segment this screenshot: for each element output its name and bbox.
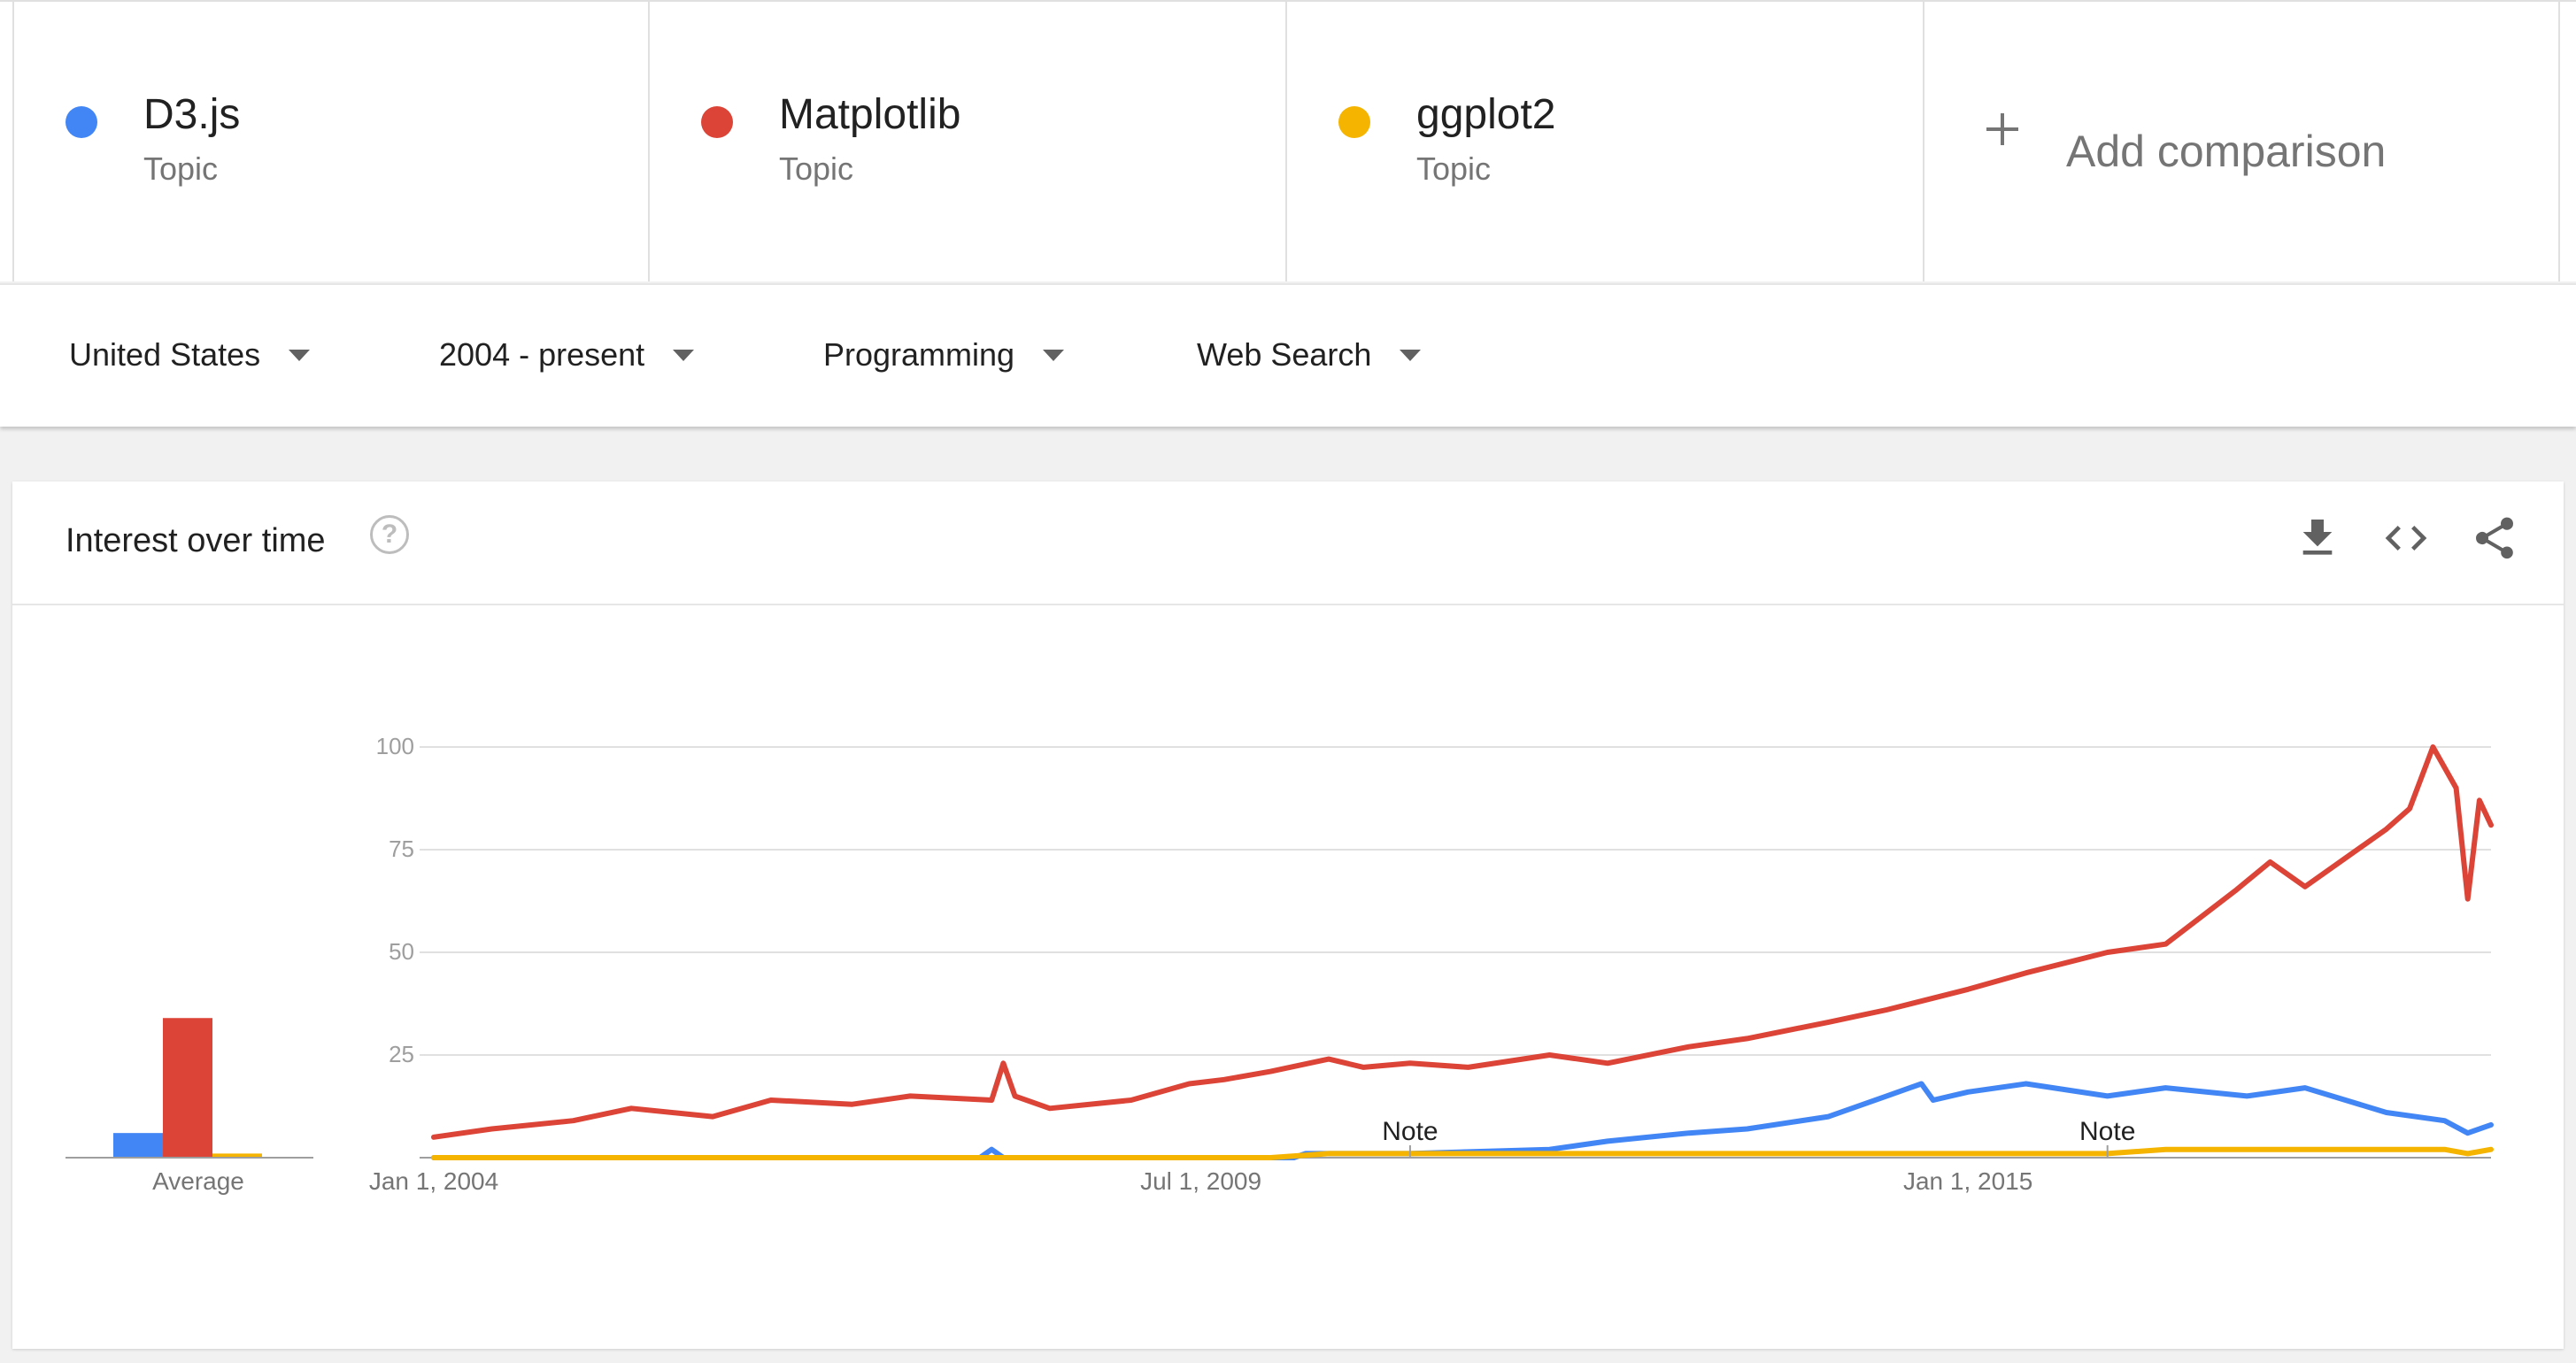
note-label[interactable]: Note: [1382, 1117, 1438, 1146]
comparison-bar: D3.js Topic Matplotlib Topic ggplot2 Top…: [0, 0, 2576, 281]
term-type: Topic: [143, 150, 219, 187]
region-filter-dropdown[interactable]: United States: [69, 336, 311, 373]
x-tick-label: Jul 1, 2009: [1140, 1167, 1261, 1195]
caret-down-icon: [1043, 349, 1065, 361]
interest-over-time-card: Interest over time ? Average 25 50 75 100 Ja…: [12, 481, 2564, 1349]
caret-down-icon: [673, 349, 695, 361]
caret-down-icon: [289, 349, 311, 361]
term-color-dot: [66, 106, 97, 138]
term-card-ggplot2[interactable]: ggplot2 Topic: [1287, 2, 1924, 281]
chart-grid: [420, 746, 2491, 1159]
add-comparison-button[interactable]: Add comparison: [1924, 2, 2560, 281]
note-label[interactable]: Note: [2079, 1117, 2135, 1146]
question-circle-icon[interactable]: ?: [370, 515, 409, 554]
share-icon[interactable]: [2470, 513, 2519, 563]
plus-icon: [1986, 113, 2018, 145]
embed-code-icon[interactable]: [2381, 513, 2431, 563]
time-range-filter-value: 2004 - present: [439, 336, 645, 373]
y-tick-label: 25: [389, 1041, 414, 1067]
average-bar[interactable]: [163, 1018, 212, 1158]
series-line-ggplot2[interactable]: [431, 1146, 2494, 1160]
average-label: Average: [152, 1167, 244, 1195]
average-bars: Average: [66, 1018, 313, 1195]
term-color-dot: [1338, 106, 1370, 138]
term-name: D3.js: [143, 91, 241, 138]
y-tick-label: 100: [376, 733, 414, 759]
x-tick-label: Jan 1, 2015: [1903, 1167, 2032, 1195]
term-name: Matplotlib: [779, 91, 961, 138]
card-header: Interest over time ?: [12, 481, 2564, 605]
card-title: Interest over time: [66, 522, 326, 559]
filter-bar: United States 2004 - present Programming…: [0, 283, 2576, 427]
region-filter-value: United States: [69, 336, 261, 373]
search-type-filter-dropdown[interactable]: Web Search: [1197, 336, 1422, 373]
interest-chart: Average 25 50 75 100 Jan 1, 2004 Jul 1, 2009 J…: [66, 733, 2494, 1195]
search-type-filter-value: Web Search: [1197, 336, 1372, 373]
term-card-d3js[interactable]: D3.js Topic: [12, 2, 650, 281]
y-tick-label: 75: [389, 836, 414, 862]
download-icon[interactable]: [2293, 513, 2342, 563]
term-type: Topic: [1416, 150, 1492, 187]
chart-labels: 25 50 75 100 Jan 1, 2004 Jul 1, 2009 Jan 1, 20…: [369, 733, 2136, 1195]
term-name: ggplot2: [1416, 91, 1556, 138]
average-bar[interactable]: [113, 1133, 163, 1158]
caret-down-icon: [1400, 349, 1422, 361]
add-comparison-label: Add comparison: [2066, 127, 2387, 176]
category-filter-value: Programming: [823, 336, 1015, 373]
series-line-d3js[interactable]: [431, 1081, 2494, 1160]
term-type: Topic: [779, 150, 854, 187]
chart-series: [431, 744, 2494, 1160]
time-range-filter-dropdown[interactable]: 2004 - present: [439, 336, 695, 373]
average-bar[interactable]: [212, 1153, 262, 1158]
series-line-matplotlib[interactable]: [431, 744, 2494, 1140]
y-tick-label: 50: [389, 938, 414, 965]
category-filter-dropdown[interactable]: Programming: [823, 336, 1065, 373]
term-card-matplotlib[interactable]: Matplotlib Topic: [650, 2, 1287, 281]
term-color-dot: [701, 106, 733, 138]
x-tick-label: Jan 1, 2004: [369, 1167, 498, 1195]
